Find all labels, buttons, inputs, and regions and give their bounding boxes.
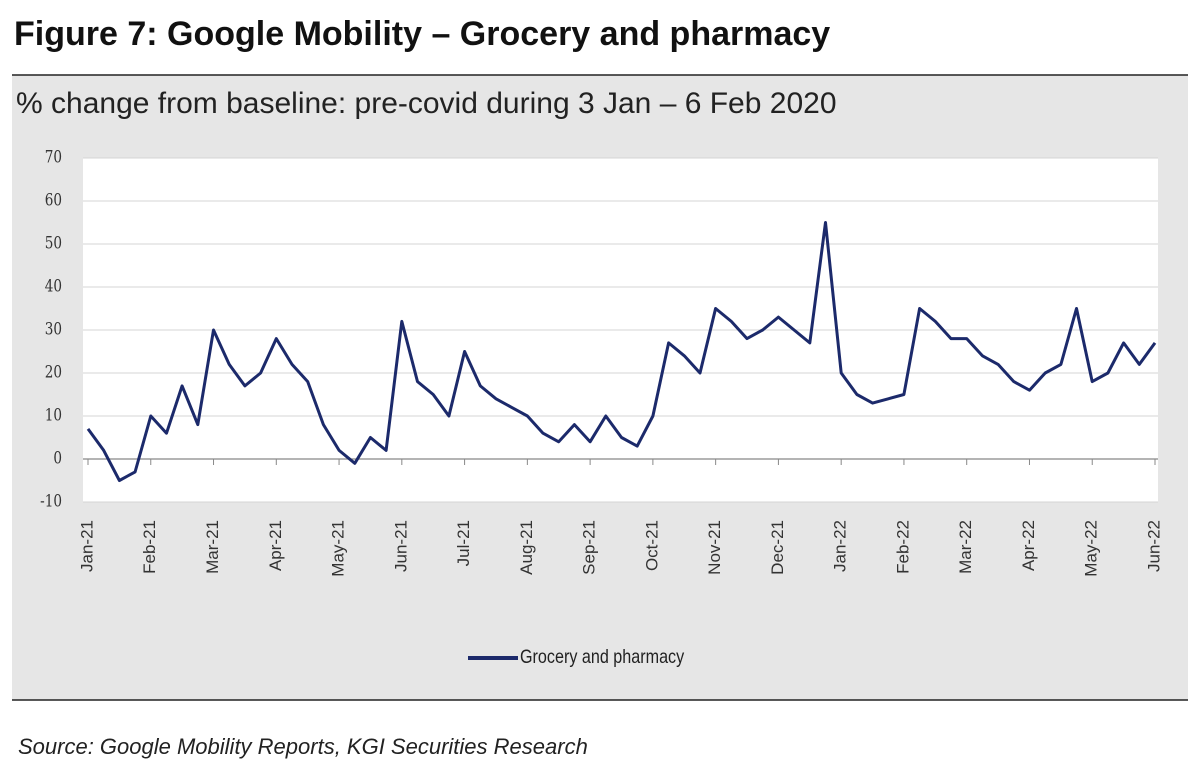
x-tick-label: Jan-22 [831, 520, 850, 572]
x-tick-label: Aug-21 [517, 520, 536, 575]
x-tick-label: Mar-21 [203, 520, 222, 574]
y-tick-label: 50 [45, 233, 62, 253]
x-tick-label: Jun-22 [1144, 520, 1163, 572]
x-tick-label: Feb-21 [140, 520, 159, 574]
x-tick-label: Mar-22 [956, 520, 975, 574]
x-tick-label: Oct-21 [642, 520, 661, 571]
x-tick-label: Apr-21 [266, 520, 285, 571]
x-tick-label: Dec-21 [768, 520, 787, 575]
x-tick-label: Jun-21 [391, 520, 410, 572]
x-tick-label: May-21 [329, 520, 348, 577]
y-tick-label: 10 [45, 405, 62, 425]
x-tick-label: May-22 [1082, 520, 1101, 577]
y-tick-label: 0 [53, 448, 62, 468]
data-line [86, 221, 1157, 482]
source-note: Source: Google Mobility Reports, KGI Sec… [18, 734, 588, 759]
y-tick-label: 60 [45, 190, 62, 210]
x-tick-label: Jan-21 [77, 520, 96, 572]
x-tick-label: Nov-21 [705, 520, 724, 575]
legend-label: Grocery and pharmacy [520, 646, 684, 668]
chart-subtitle: % change from baseline: pre-covid during… [16, 87, 837, 120]
x-tick-label: Jul-21 [454, 520, 473, 566]
x-tick-label: Feb-22 [893, 520, 912, 574]
x-tick-label: Sep-21 [580, 520, 599, 575]
y-tick-label: 30 [45, 319, 62, 339]
y-tick-label: 70 [45, 147, 62, 167]
y-tick-label: -10 [40, 491, 62, 511]
chart-title: Figure 7: Google Mobility – Grocery and … [14, 15, 830, 53]
x-tick-label: Apr-22 [1019, 520, 1038, 571]
y-tick-label: 20 [45, 362, 62, 382]
y-tick-label: 40 [45, 276, 62, 296]
